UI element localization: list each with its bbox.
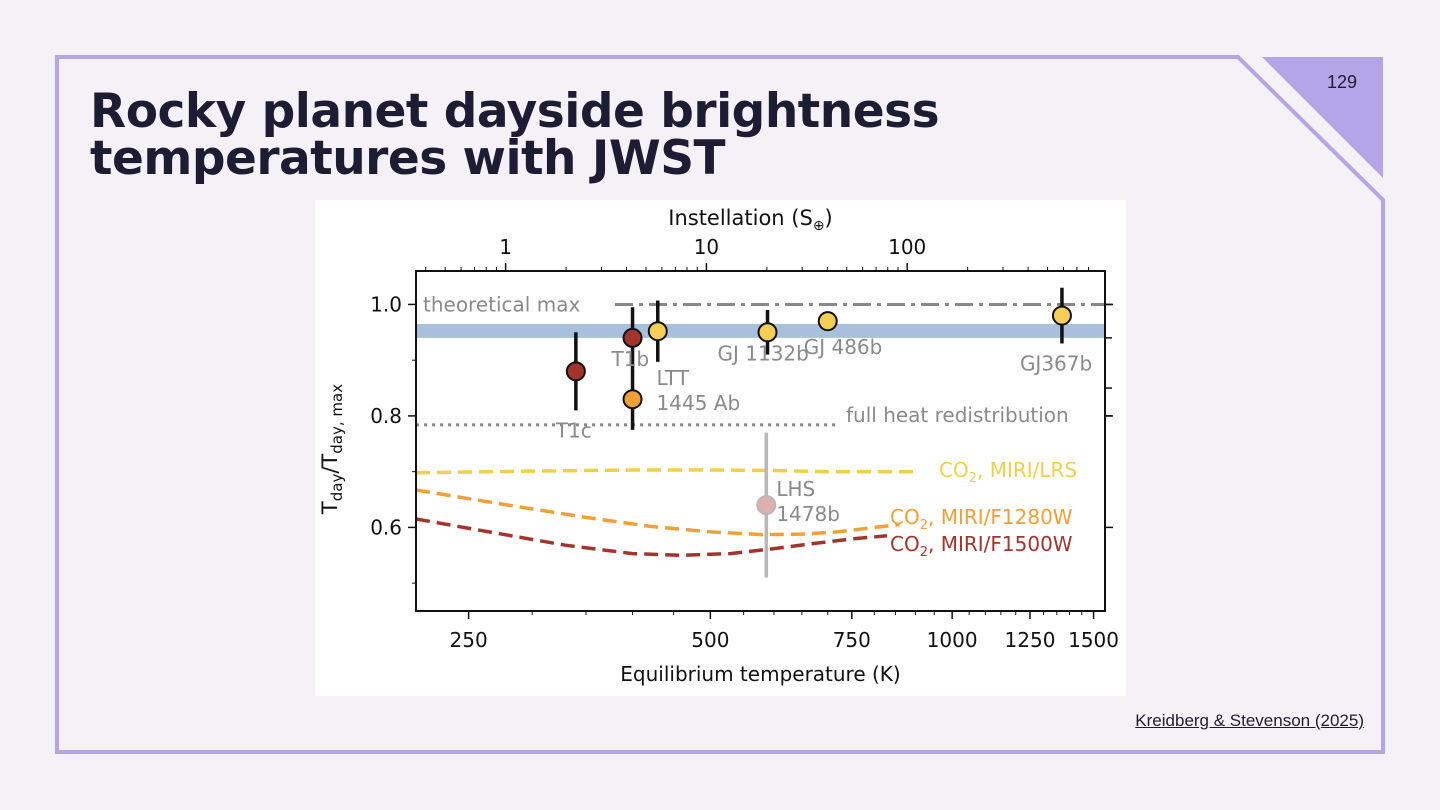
citation-link[interactable]: Kreidberg & Stevenson (2025) <box>1135 711 1364 730</box>
frame-border <box>55 55 1385 754</box>
data-point-5 <box>817 311 838 332</box>
x-tick-label-2: 750 <box>833 628 871 652</box>
x-tick-label-4: 1250 <box>1005 628 1056 652</box>
top-axis-label: Instellation (S⊕) <box>668 206 833 234</box>
slide-number: 129 <box>1326 72 1358 92</box>
model-curve-1 <box>416 488 900 537</box>
point-label-5-0: GJ 486b <box>804 335 883 359</box>
top-tick-label-2: 100 <box>888 235 926 259</box>
y-axis-label: Tday/Tday, max <box>318 384 346 515</box>
model-curve-label-0: CO2, MIRI/LRS <box>939 458 1077 486</box>
y-tick-label-0: 0.6 <box>370 515 402 539</box>
theoretical-max-label: theoretical max <box>423 292 580 316</box>
data-point-3 <box>647 321 668 342</box>
point-label-7-1: 1478b <box>776 502 840 526</box>
point-label-7-0: LHS <box>776 477 815 501</box>
top-tick-label-1: 10 <box>694 235 719 259</box>
data-point-1 <box>622 327 643 348</box>
point-label-0-0: T1c <box>555 418 592 442</box>
x-tick-label-5: 1500 <box>1068 628 1119 652</box>
data-point-6 <box>1051 305 1072 326</box>
plot-frame <box>415 270 1106 612</box>
y-tick-label-1: 0.8 <box>370 404 402 428</box>
data-point-0 <box>565 361 586 382</box>
data-point-4 <box>757 322 778 343</box>
x-axis-label: Equilibrium temperature (K) <box>620 662 900 686</box>
chart-figure: theoretical max full heat redistribution C… <box>315 200 1126 696</box>
data-point-2 <box>622 389 643 410</box>
chart-svg: theoretical max full heat redistribution C… <box>318 206 1119 686</box>
model-curve-2 <box>416 517 888 558</box>
point-label-6-0: GJ367b <box>1020 352 1092 376</box>
corner-accent <box>1262 57 1383 178</box>
point-label-1-0: T1b <box>611 347 650 371</box>
model-curve-label-2: CO2, MIRI/F1500W <box>890 532 1073 560</box>
x-tick-label-1: 500 <box>691 628 729 652</box>
point-label-2-1: 1445 Ab <box>657 391 741 415</box>
point-label-2-0: LTT <box>657 366 690 390</box>
full-heat-redistribution-label: full heat redistribution <box>846 403 1069 427</box>
x-tick-label-0: 250 <box>450 628 488 652</box>
data-point-7 <box>756 495 777 516</box>
x-tick-label-3: 1000 <box>927 628 978 652</box>
model-curve-0 <box>416 468 916 475</box>
point-label-4-0: GJ 1132b <box>718 341 809 365</box>
y-tick-label-2: 1.0 <box>370 292 402 316</box>
top-tick-label-0: 1 <box>499 235 512 259</box>
model-curve-label-1: CO2, MIRI/F1280W <box>890 505 1073 533</box>
slide-title: Rocky planet dayside brightness temperat… <box>90 84 940 186</box>
